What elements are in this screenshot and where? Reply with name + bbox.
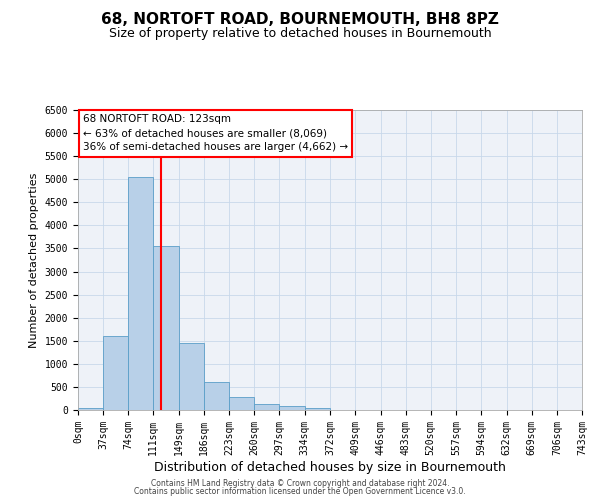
Text: Contains public sector information licensed under the Open Government Licence v3: Contains public sector information licen… (134, 487, 466, 496)
Bar (128, 177, 153, 410)
X-axis label: Distribution of detached houses by size in Bournemouth: Distribution of detached houses by size … (154, 460, 506, 473)
Text: Size of property relative to detached houses in Bournemouth: Size of property relative to detached ho… (109, 28, 491, 40)
Text: 68 NORTOFT ROAD: 123sqm
← 63% of detached houses are smaller (8,069)
36% of semi: 68 NORTOFT ROAD: 123sqm ← 63% of detache… (83, 114, 348, 152)
Y-axis label: Number of detached properties: Number of detached properties (29, 172, 39, 348)
Text: 68, NORTOFT ROAD, BOURNEMOUTH, BH8 8PZ: 68, NORTOFT ROAD, BOURNEMOUTH, BH8 8PZ (101, 12, 499, 28)
Text: Contains HM Land Registry data © Crown copyright and database right 2024.: Contains HM Land Registry data © Crown c… (151, 478, 449, 488)
Bar (229, 397, 254, 410)
Bar (280, 406, 305, 410)
Bar (254, 404, 280, 410)
Bar (305, 408, 331, 410)
Bar (204, 382, 229, 410)
Bar (103, 336, 128, 410)
Bar (153, 246, 179, 410)
Bar (179, 343, 204, 410)
Bar (78, 408, 103, 410)
